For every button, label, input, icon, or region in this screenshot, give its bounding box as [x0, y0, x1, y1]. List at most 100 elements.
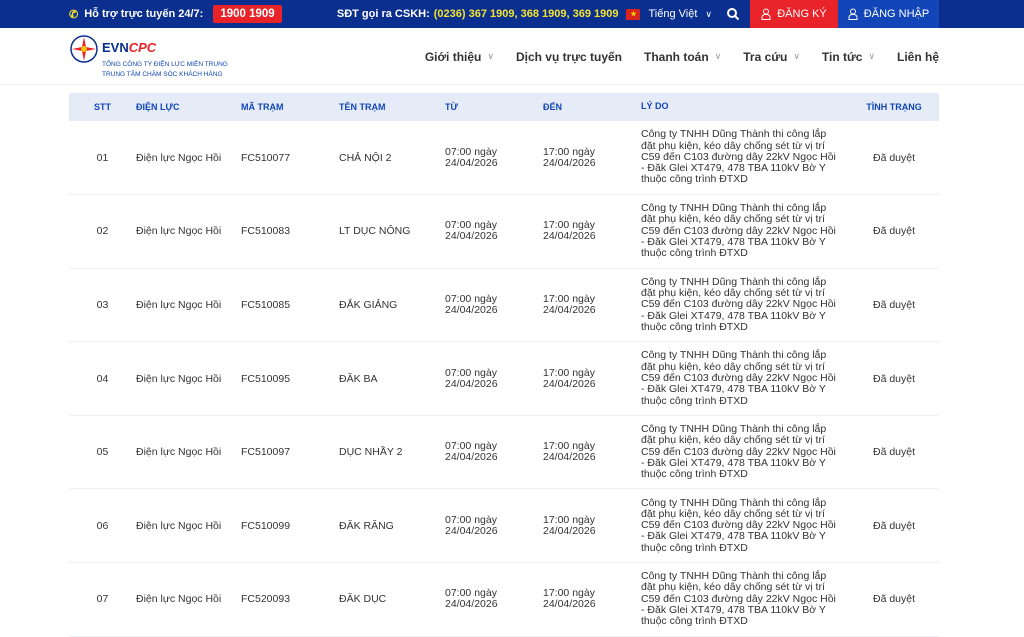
col-den: ĐẾN — [543, 102, 563, 112]
site-header: EVNCPC TỔNG CÔNG TY ĐIỆN LỰC MIỀN TRUNG T… — [0, 28, 1024, 85]
cell-stt: 06 — [69, 488, 136, 564]
main-nav: Giới thiệu ∨ Dịch vụ trực tuyến Thanh toá… — [425, 28, 939, 85]
table-row: 01 Điện lực Ngọc Hồi FC510077 CHẢ NỘI 2 07:0… — [69, 121, 939, 196]
col-dien-luc: ĐIỆN LỰC — [136, 102, 180, 112]
cell-lydo: Công ty TNHH Dũng Thành thi công lắp đặt… — [641, 341, 849, 416]
user-icon — [848, 8, 858, 20]
cell-ma: FC510077 — [241, 121, 339, 196]
evn-logo-icon — [70, 35, 98, 63]
cell-ten: ĐĂK DỤC — [339, 562, 445, 637]
cell-dl: Điện lực Ngọc Hồi — [136, 488, 241, 564]
register-label: ĐĂNG KÝ — [777, 8, 827, 20]
cell-den: 17:00 ngày 24/04/2026 — [543, 488, 641, 564]
cell-tu: 07:00 ngày 24/04/2026 — [445, 341, 543, 416]
vietnam-flag-icon: ★ — [626, 8, 641, 20]
evncpc-logo[interactable]: EVNCPC TỔNG CÔNG TY ĐIỆN LỰC MIỀN TRUNG T… — [69, 34, 228, 78]
table-row: 03 Điện lực Ngọc Hồi FC510085 ĐẮK GIẢNG 07:0… — [69, 268, 939, 343]
cell-tt: Đã duyệt — [849, 121, 939, 196]
col-ten-tram: TÊN TRẠM — [339, 102, 386, 112]
brand-subtitle: TỔNG CÔNG TY ĐIỆN LỰC MIỀN TRUNG TRUNG TÂ… — [102, 61, 228, 78]
cell-den: 17:00 ngày 24/04/2026 — [543, 194, 641, 269]
cell-lydo: Công ty TNHH Dũng Thành thi công lắp đặt… — [641, 121, 849, 196]
cell-tt: Đã duyệt — [849, 341, 939, 416]
cell-dl: Điện lực Ngọc Hồi — [136, 415, 241, 490]
table-row: 07 Điện lực Ngọc Hồi FC520093 ĐĂK DỤC 07:00 … — [69, 562, 939, 637]
nav-thanh-toan[interactable]: Thanh toán ∨ — [644, 49, 722, 64]
cell-tu: 07:00 ngày 24/04/2026 — [445, 562, 543, 637]
nav-dich-vu[interactable]: Dịch vụ trực tuyến — [515, 49, 622, 64]
cell-ten: ĐẮK GIẢNG — [339, 268, 445, 343]
cskh-phones: SĐT gọi ra CSKH: (0236) 367 1909, 368 19… — [337, 8, 619, 20]
cell-ten: LT DỤC NÔNG — [339, 194, 445, 269]
language-selector[interactable]: Tiếng Việt ∨ — [648, 8, 712, 20]
cell-tt: Đã duyệt — [849, 488, 939, 564]
table-row: 06 Điện lực Ngọc Hồi FC510099 ĐĂK RĂNG 07:00… — [69, 488, 939, 564]
chevron-down-icon: ∨ — [868, 51, 875, 61]
cell-dl: Điện lực Ngọc Hồi — [136, 562, 241, 637]
top-bar: ✆ Hỗ trợ trực tuyến 24/7: 1900 1909 SĐT … — [0, 0, 1024, 28]
phone-icon: ✆ — [69, 8, 79, 21]
cell-den: 17:00 ngày 24/04/2026 — [543, 562, 641, 637]
chevron-down-icon: ∨ — [714, 51, 722, 61]
cell-stt: 01 — [69, 121, 136, 196]
cell-dl: Điện lực Ngọc Hồi — [136, 341, 241, 416]
col-stt: STT — [94, 102, 111, 112]
chevron-down-icon: ∨ — [793, 51, 800, 61]
cell-ten: CHẢ NỘI 2 — [339, 121, 445, 196]
cell-tu: 07:00 ngày 24/04/2026 — [445, 121, 543, 196]
register-button[interactable]: ĐĂNG KÝ — [750, 0, 838, 28]
cell-tu: 07:00 ngày 24/04/2026 — [445, 415, 543, 490]
cell-lydo: Công ty TNHH Dũng Thành thi công lắp đặt… — [641, 562, 849, 637]
brand-name: EVNCPC — [102, 40, 157, 55]
col-tinh-trang: TÌNH TRẠNG — [866, 102, 922, 112]
cell-ten: ĐĂK BA — [339, 341, 445, 416]
cell-tt: Đã duyệt — [849, 562, 939, 637]
cskh-numbers: (0236) 367 1909, 368 1909, 369 1909 — [433, 8, 619, 20]
cell-den: 17:00 ngày 24/04/2026 — [543, 268, 641, 343]
top-bar-right: SĐT gọi ra CSKH: (0236) 367 1909, 368 19… — [337, 0, 939, 28]
cell-dl: Điện lực Ngọc Hồi — [136, 268, 241, 343]
cell-ma: FC510099 — [241, 488, 339, 564]
cell-ten: ĐĂK RĂNG — [339, 488, 445, 564]
support-label: Hỗ trợ trực tuyến 24/7: — [84, 8, 204, 20]
cell-lydo: Công ty TNHH Dũng Thành thi công lắp đặt… — [641, 488, 849, 564]
hotline-number[interactable]: 1900 1909 — [213, 5, 282, 23]
cell-dl: Điện lực Ngọc Hồi — [136, 121, 241, 196]
cell-den: 17:00 ngày 24/04/2026 — [543, 415, 641, 490]
cell-stt: 05 — [69, 415, 136, 490]
cell-den: 17:00 ngày 24/04/2026 — [543, 341, 641, 416]
nav-lien-he[interactable]: Liên hệ — [896, 49, 939, 64]
cell-lydo: Công ty TNHH Dũng Thành thi công lắp đặt… — [641, 194, 849, 269]
cell-stt: 03 — [69, 268, 136, 343]
cell-tt: Đã duyệt — [849, 415, 939, 490]
cell-tu: 07:00 ngày 24/04/2026 — [445, 488, 543, 564]
cell-lydo: Công ty TNHH Dũng Thành thi công lắp đặt… — [641, 415, 849, 490]
cell-ma: FC520093 — [241, 562, 339, 637]
login-label: ĐĂNG NHẬP — [863, 8, 930, 20]
cell-ma: FC510095 — [241, 341, 339, 416]
cell-stt: 04 — [69, 341, 136, 416]
cell-ma: FC510097 — [241, 415, 339, 490]
chevron-down-icon: ∨ — [705, 8, 712, 19]
support-hotline: ✆ Hỗ trợ trực tuyến 24/7: 1900 1909 — [69, 0, 282, 28]
cell-tu: 07:00 ngày 24/04/2026 — [445, 268, 543, 343]
cskh-label: SĐT gọi ra CSKH: — [336, 8, 430, 20]
table-row: 05 Điện lực Ngọc Hồi FC510097 DỤC NHẦY 2 07:… — [69, 415, 939, 490]
cell-tu: 07:00 ngày 24/04/2026 — [445, 194, 543, 269]
table-header: STT ĐIỆN LỰC MÃ TRẠM TÊN TRẠM TỪ ĐẾN LÝ … — [69, 93, 939, 121]
nav-tin-tuc[interactable]: Tin tức ∨ — [821, 49, 875, 64]
cell-tt: Đã duyệt — [849, 268, 939, 343]
cell-tt: Đã duyệt — [849, 194, 939, 269]
search-icon[interactable] — [726, 7, 740, 21]
cell-den: 17:00 ngày 24/04/2026 — [543, 121, 641, 196]
cell-ma: FC510085 — [241, 268, 339, 343]
nav-gioi-thieu[interactable]: Giới thiệu ∨ — [424, 49, 494, 64]
login-button[interactable]: ĐĂNG NHẬP — [838, 0, 939, 28]
outage-schedule-table: STT ĐIỆN LỰC MÃ TRẠM TÊN TRẠM TỪ ĐẾN LÝ … — [69, 93, 939, 637]
table-row: 02 Điện lực Ngọc Hồi FC510083 LT DỤC NÔNG 07… — [69, 194, 939, 269]
chevron-down-icon: ∨ — [487, 51, 494, 61]
col-ly-do: LÝ DO — [641, 101, 669, 112]
cell-stt: 02 — [69, 194, 136, 269]
nav-tra-cuu[interactable]: Tra cứu ∨ — [743, 49, 800, 64]
cell-ma: FC510083 — [241, 194, 339, 269]
